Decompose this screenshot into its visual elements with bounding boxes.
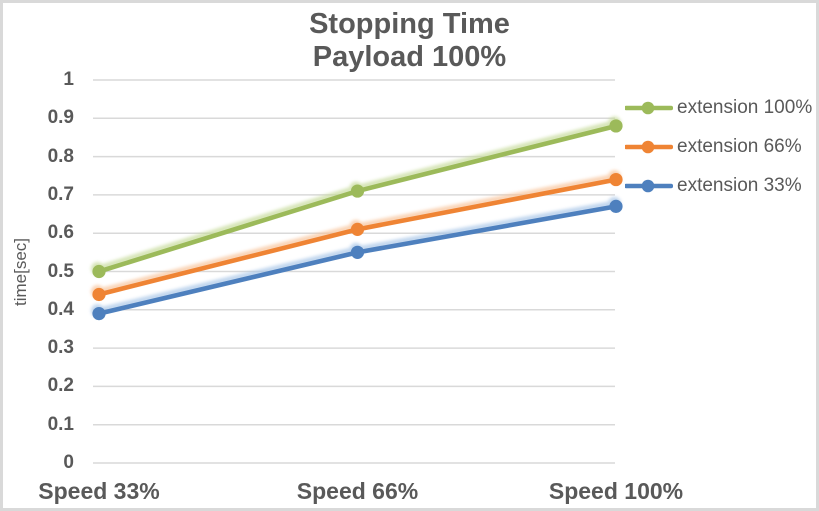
legend-marker-icon (625, 140, 673, 153)
y-tick-label: 0 (63, 452, 74, 473)
y-tick-label: 0.6 (47, 222, 74, 244)
y-tick-label: 0.4 (47, 298, 74, 320)
plot-area (91, 79, 623, 464)
data-point-marker (609, 172, 623, 187)
legend-marker-icon (625, 179, 673, 192)
y-tick-label: 0.8 (47, 145, 74, 167)
legend: extension 100% extension 66% extension 33% (625, 88, 812, 205)
legend-entry: extension 100% (625, 88, 812, 127)
data-point-marker (92, 287, 106, 302)
y-tick-label: 0.3 (47, 337, 74, 359)
data-point-marker (92, 307, 106, 321)
data-point-marker (350, 222, 365, 236)
chart-title-line1: Stopping Time (309, 8, 510, 40)
data-point-marker (350, 184, 365, 198)
x-category-label: Speed 100% (548, 478, 684, 504)
legend-label: extension 33% (677, 174, 802, 196)
series-line (92, 199, 623, 321)
legend-label: extension 66% (677, 135, 802, 157)
data-point-marker (609, 199, 623, 213)
y-tick-label: 0.7 (47, 183, 74, 205)
data-point-marker (609, 119, 623, 133)
chart-title: Stopping Time Payload 100% (3, 8, 816, 74)
series-line (92, 119, 623, 279)
y-tick-label: 0.9 (47, 107, 74, 129)
y-tick-label: 0.5 (47, 260, 74, 282)
y-tick-label: 0.1 (47, 413, 74, 435)
x-category-label: Speed 66% (296, 478, 419, 504)
y-tick-label: 1 (63, 69, 74, 90)
legend-entry: extension 66% (625, 127, 812, 166)
y-tick-label: 0.2 (47, 375, 74, 397)
legend-label: extension 100% (677, 96, 813, 118)
legend-entry: extension 33% (625, 166, 812, 205)
x-category-label: Speed 33% (38, 478, 160, 504)
chart-title-line2: Payload 100% (312, 41, 507, 73)
series-line (92, 172, 623, 302)
data-point-marker (350, 245, 365, 259)
legend-marker-icon (625, 101, 673, 114)
data-point-marker (92, 264, 106, 279)
